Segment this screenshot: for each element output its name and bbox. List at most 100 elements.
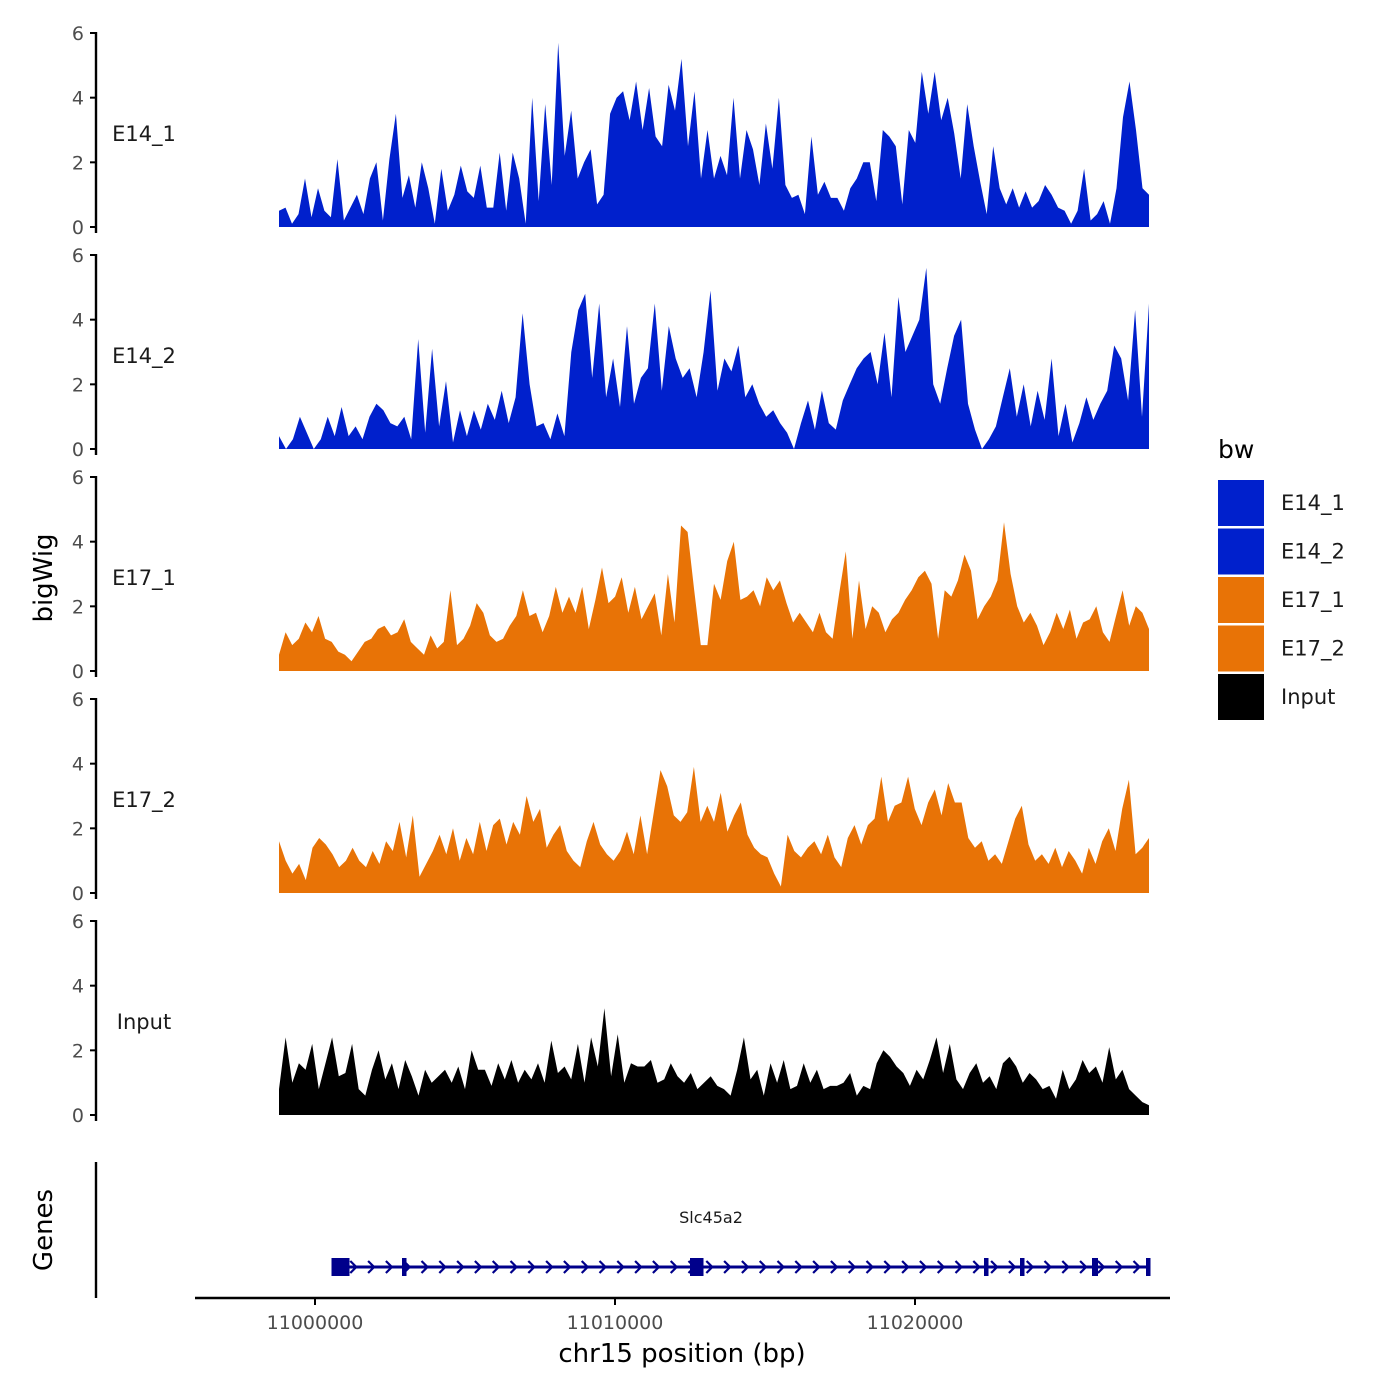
legend-entry-input: Input — [1218, 674, 1335, 720]
y-tick-label-e17-1-6: 6 — [72, 467, 84, 489]
gene-strand-arrow — [438, 1260, 447, 1274]
legend: bw E14_1 E14_2 E17_1 E17_2 Input — [1218, 435, 1345, 720]
legend-swatch-e14-1 — [1218, 480, 1264, 526]
gene-label-slc45a2: Slc45a2 — [679, 1208, 743, 1227]
gene-strand-arrow — [1043, 1260, 1053, 1274]
gene-strand-arrow — [1025, 1260, 1035, 1274]
x-axis-title: chr15 position (bp) — [558, 1339, 805, 1369]
gene-strand-arrow — [758, 1260, 768, 1274]
gene-strand-arrow — [812, 1260, 821, 1274]
y-tick-label-e17-1-4: 4 — [72, 532, 84, 554]
x-axis-ticks: 11000000 11010000 11020000 — [267, 1298, 963, 1334]
legend-entry-e14-2: E14_2 — [1218, 528, 1345, 575]
gene-strand-arrow — [669, 1260, 679, 1274]
y-tick-label-e14-2-2: 2 — [72, 374, 84, 396]
gene-model-slc45a2 — [331, 1258, 1151, 1276]
legend-entry-e14-1: E14_1 — [1218, 480, 1345, 526]
gene-strand-arrow — [723, 1260, 732, 1274]
legend-label-e17-1: E17_1 — [1281, 588, 1345, 613]
gene-exon-3 — [690, 1258, 704, 1276]
legend-swatch-e17-2 — [1218, 625, 1264, 672]
gene-exon-2 — [402, 1258, 407, 1276]
y-tick-label-input-0: 0 — [72, 1105, 84, 1127]
legend-label-input: Input — [1281, 685, 1335, 709]
legend-label-e14-1: E14_1 — [1281, 491, 1345, 516]
y-axis-title: bigWig — [29, 533, 59, 622]
gene-strand-arrow — [883, 1260, 892, 1274]
signal-area-e17-1 — [279, 522, 1149, 671]
genes-axis-title: Genes — [29, 1189, 59, 1271]
gene-strand-arrow — [954, 1260, 964, 1274]
y-tick-label-e17-2-6: 6 — [72, 689, 84, 711]
gene-strand-arrow — [919, 1260, 928, 1274]
y-tick-label-e17-2-2: 2 — [72, 818, 84, 840]
gene-strand-arrow — [509, 1260, 519, 1274]
y-tick-label-e14-2-6: 6 — [72, 245, 84, 267]
gene-strand-arrow — [367, 1260, 376, 1274]
gene-strand-arrow — [563, 1260, 572, 1274]
gene-strand-arrow — [1132, 1260, 1142, 1274]
track-e14-1: 0 2 4 6 E14_1 — [72, 23, 1149, 239]
x-axis: 11000000 11010000 11020000 chr15 position … — [195, 1296, 1170, 1369]
gene-strand-arrow — [598, 1260, 608, 1274]
gene-strand-arrow — [1114, 1260, 1124, 1274]
gene-strand-arrow — [616, 1260, 625, 1274]
gene-exon-4 — [984, 1258, 989, 1276]
y-tick-label-e14-2-4: 4 — [72, 310, 84, 332]
legend-swatch-e17-1 — [1218, 577, 1264, 623]
gene-strand-arrow — [847, 1260, 857, 1274]
gene-strand-arrow — [1061, 1260, 1070, 1274]
gene-strand-arrow — [1008, 1260, 1017, 1274]
gene-strand-arrow — [634, 1260, 643, 1274]
gene-strand-arrow — [741, 1260, 750, 1274]
y-tick-label-e17-2-0: 0 — [72, 883, 84, 905]
gene-strand-arrow — [705, 1260, 714, 1274]
gene-exon-1 — [331, 1258, 350, 1276]
track-label-input: Input — [117, 1010, 171, 1034]
gene-strand-arrow — [349, 1260, 358, 1274]
gene-exon-7 — [1146, 1258, 1151, 1276]
signal-area-e14-2 — [279, 267, 1149, 449]
gene-strand-arrow — [545, 1260, 554, 1274]
gene-strand-arrow — [580, 1260, 590, 1274]
y-tick-label-e17-1-0: 0 — [72, 661, 84, 683]
legend-entry-e17-1: E17_1 — [1218, 577, 1345, 623]
y-tick-label-e14-1-0: 0 — [72, 217, 84, 239]
track-e14-2: 0 2 4 6 E14_2 — [72, 245, 1149, 461]
legend-swatch-input — [1218, 674, 1264, 720]
gene-strand-arrow — [527, 1260, 536, 1274]
signal-tracks: 0 2 4 6 E14_1 0 2 4 6 E14_2 0 2 4 6 E17_1 0 2 4 6 E17_2 0 2 4 6… — [72, 23, 1149, 1127]
y-tick-label-e14-2-0: 0 — [72, 439, 84, 461]
track-label-e14-2: E14_2 — [112, 344, 176, 369]
signal-area-input — [279, 1008, 1149, 1115]
legend-entry-e17-2: E17_2 — [1218, 625, 1345, 672]
gene-track: Genes Slc45a2 — [29, 1162, 1151, 1298]
y-tick-label-e17-1-2: 2 — [72, 596, 84, 618]
signal-area-e17-2 — [279, 766, 1149, 893]
gene-strand-arrow — [794, 1260, 803, 1274]
gene-strand-arrow — [865, 1260, 875, 1274]
gene-strand-arrow — [776, 1260, 786, 1274]
gene-strand-arrow — [1079, 1260, 1088, 1274]
y-tick-label-e17-2-4: 4 — [72, 754, 84, 776]
gene-strand-arrow — [936, 1260, 946, 1274]
gene-strand-arrow — [456, 1260, 465, 1274]
gene-strand-arrow — [385, 1260, 394, 1274]
gene-strand-arrow — [420, 1260, 430, 1274]
gene-strand-arrow — [652, 1260, 661, 1274]
x-tick-label-11000000: 11000000 — [267, 1312, 364, 1334]
legend-label-e17-2: E17_2 — [1281, 637, 1345, 662]
track-input: 0 2 4 6 Input — [72, 911, 1149, 1127]
y-tick-label-input-2: 2 — [72, 1040, 84, 1062]
legend-entries: E14_1 E14_2 E17_1 E17_2 Input — [1218, 480, 1345, 720]
signal-area-e14-1 — [279, 42, 1149, 228]
legend-swatch-e14-2 — [1218, 528, 1264, 575]
track-label-e17-1: E17_1 — [112, 566, 176, 591]
gene-strand-arrow — [830, 1260, 839, 1274]
y-tick-label-e14-1-6: 6 — [72, 23, 84, 45]
legend-title: bw — [1218, 435, 1254, 464]
y-tick-label-e14-1-2: 2 — [72, 152, 84, 174]
x-tick-label-11010000: 11010000 — [567, 1312, 664, 1334]
y-tick-label-input-6: 6 — [72, 911, 84, 933]
